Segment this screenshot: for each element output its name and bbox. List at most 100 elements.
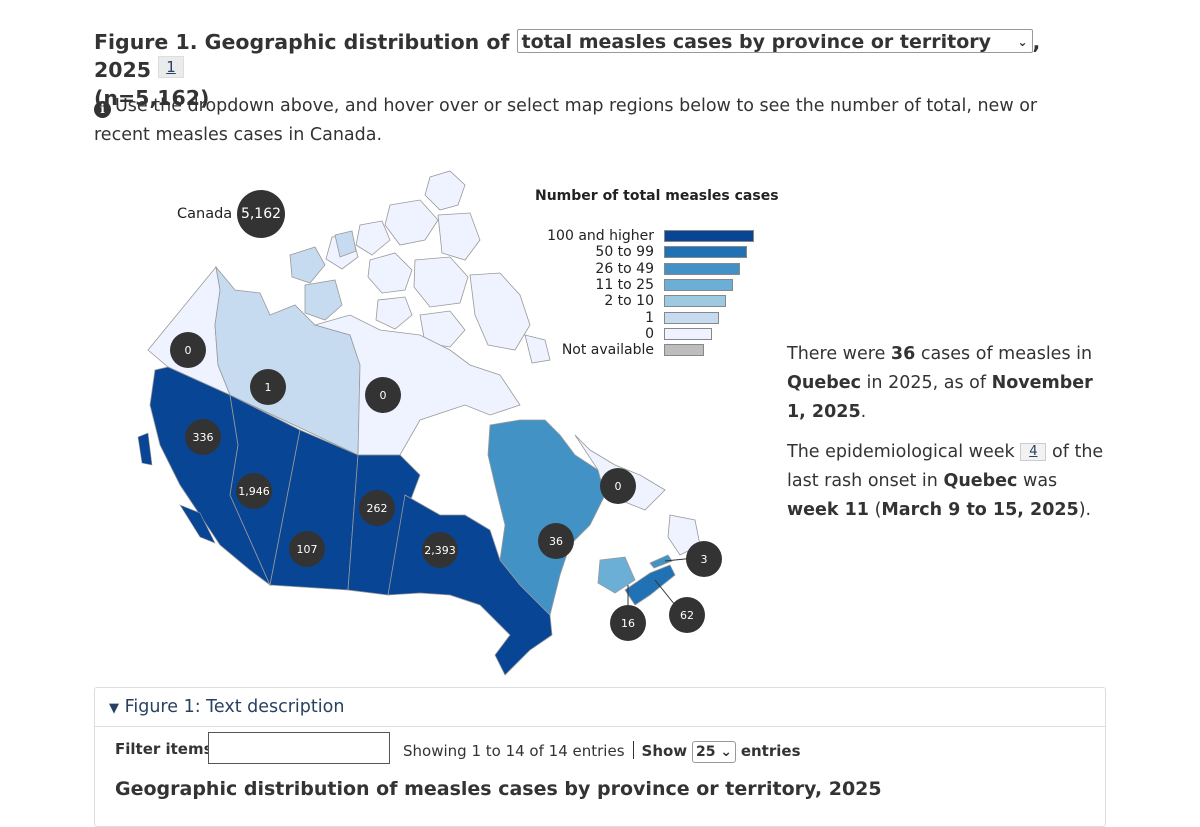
bubble-value: 107 [297,543,318,556]
legend-swatch [664,344,704,357]
legend-label: 2 to 10 [604,293,654,310]
summary-cases: There were 36 cases of measles in Quebec… [787,344,1093,422]
bubble-value: 0 [615,480,622,493]
canada-value: 5,162 [240,206,282,222]
figure-title-prefix: Figure 1. Geographic distribution of [94,30,510,54]
entries-select[interactable]: 25 ⌄ [691,741,737,763]
show-label: Show [641,742,688,760]
region-bubble[interactable]: 2,393 [422,532,458,568]
measure-dropdown[interactable]: total measles cases by province or terri… [516,29,1033,53]
filter-input[interactable] [208,732,390,764]
footnote-link[interactable]: 1 [158,56,184,78]
banks-island[interactable] [289,230,357,321]
legend-swatch [664,230,754,242]
legend-item: 1 [540,311,760,325]
legend-label: Not available [561,342,654,359]
bubble-circle [538,523,574,559]
bubble-value: 36 [549,535,563,548]
region-bubble[interactable]: 1,946 [236,473,272,509]
bubble-circle [669,597,705,633]
region-bubble[interactable]: 16 [610,605,646,641]
legend-label: 50 to 99 [595,244,654,261]
canada-bubble[interactable]: 5,162 [237,190,285,238]
bubble-circle [610,605,646,641]
region-bubble[interactable]: 62 [669,597,705,633]
text-description-panel: ▼ Figure 1: Text description Filter item… [94,687,1106,827]
legend-label: 0 [645,325,654,342]
canada-label: Canada [177,206,233,222]
legend-label: 26 to 49 [595,260,654,277]
legend-label: 1 [645,309,654,326]
legend-swatch [664,278,733,291]
bubble-circle [365,377,401,413]
legend-item: 50 to 99 [540,245,760,259]
bubble-value: 262 [367,502,388,515]
region-bubble[interactable]: 0 [170,332,206,368]
entries-info: Showing 1 to 14 of 14 entries Show 25 ⌄ e… [403,741,801,763]
legend-swatch [664,311,719,324]
bubble-circle [422,532,458,568]
text-description-label: Figure 1: Text description [124,697,345,717]
measure-dropdown-value: total measles cases by province or terri… [521,31,992,53]
region-bubble[interactable]: 0 [600,468,636,504]
bubble-value: 2,393 [424,544,456,557]
bubble-circle [289,531,325,567]
region-bubble[interactable]: 0 [365,377,401,413]
summary-week: The epidemiological week 4 of the last r… [787,442,1104,520]
legend-item: 2 to 10 [540,294,760,308]
region-bubbles: 0 1 0 336 1,946 107 262 2,393 36 0 16 62 3 [170,332,722,641]
legend-swatch [664,327,712,340]
legend-item: Not available [540,343,760,357]
legend-item: 0 [540,327,760,341]
bubble-value: 0 [185,344,192,357]
legend-swatch [664,246,747,259]
bubble-value: 3 [701,553,708,566]
figure-title: Figure 1. Geographic distribution of tot… [94,28,1094,112]
bubble-value: 1,946 [238,485,270,498]
bubble-circle [250,369,286,405]
legend-label: 100 and higher [547,228,654,244]
text-description-toggle[interactable]: ▼ Figure 1: Text description [95,688,1105,727]
region-bubble[interactable]: 36 [538,523,574,559]
bubble-circle [236,473,272,509]
region-nova-scotia[interactable] [624,564,676,606]
info-text: i Use the dropdown above, and hover over … [94,92,1094,150]
region-bubble[interactable]: 336 [185,419,221,455]
showing-text: Showing 1 to 14 of 14 entries [403,742,625,760]
filter-label: Filter items [115,740,213,758]
vancouver-island [179,504,216,544]
bubble-value: 62 [680,609,694,622]
bubble-circle [600,468,636,504]
bubble-circle [359,490,395,526]
chevron-down-icon: ⌄ [1017,35,1028,49]
figure-title-count: (n=5,162) [94,86,210,110]
legend-swatch [664,295,726,308]
region-summary: There were 36 cases of measles in Quebec… [787,340,1107,536]
bubble-circle [170,332,206,368]
entries-label: entries [740,742,801,760]
region-bubble[interactable]: 107 [289,531,325,567]
region-bubble[interactable]: 3 [686,541,722,577]
region-nunavut[interactable] [313,314,521,456]
info-icon: i [94,101,111,118]
legend-item: 11 to 25 [540,278,760,292]
region-bubble[interactable]: 262 [359,490,395,526]
legend-title: Number of total measles cases [535,188,779,204]
bubble-value: 1 [265,381,272,394]
footnote-link-4[interactable]: 4 [1020,443,1047,461]
bubble-value: 16 [621,617,635,630]
haida-gwaii [137,432,153,466]
region-new-brunswick[interactable] [597,556,636,594]
bubble-value: 336 [193,431,214,444]
table-title: Geographic distribution of measles cases… [115,778,882,800]
legend-swatch [664,262,740,275]
legend-item: 100 and higher [540,229,760,243]
legend-label: 11 to 25 [595,276,654,293]
triangle-down-icon: ▼ [109,701,119,716]
bubble-value: 0 [380,389,387,402]
bubble-circle [185,419,221,455]
region-bubble[interactable]: 1 [250,369,286,405]
bubble-circle [686,541,722,577]
region-prince-edward-island[interactable] [649,554,673,569]
